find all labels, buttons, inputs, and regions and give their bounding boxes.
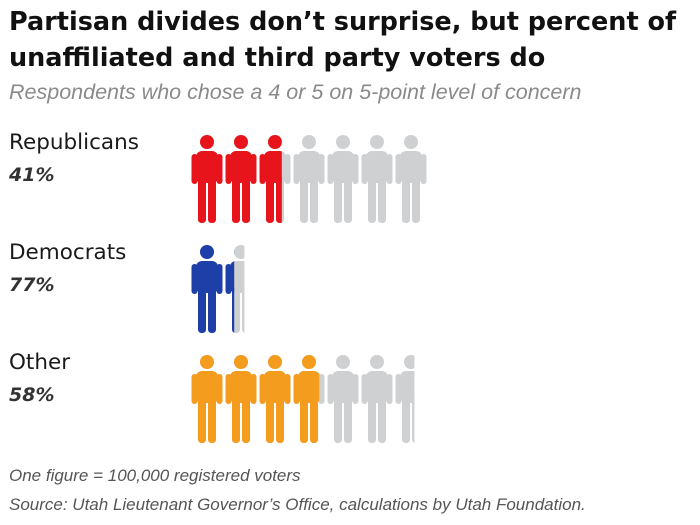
source-note: Source: Utah Lieutenant Governor’s Offic… [9,495,586,514]
pictogram-other [191,355,415,443]
person-icon-empty [293,135,325,223]
person-icon-empty [361,355,393,443]
person-icon-empty [395,135,427,223]
unit-note: One figure = 100,000 registered voters [9,466,301,485]
person-icon-filled [225,135,257,223]
group-percent-republicans: 41% [9,164,55,186]
chart-title: Partisan divides don’t surprise, but per… [9,7,677,73]
chart-subtitle: Respondents who chose a 4 or 5 on 5-poin… [9,80,582,104]
person-icon-filled [225,250,235,333]
group-label-democrats: Democrats [9,240,127,265]
person-icon-empty [327,355,359,443]
pictogram-republicans [191,135,427,223]
person-icon-filled [225,355,257,443]
person-icon-filled [293,355,320,443]
group-percent-democrats: 77% [9,274,55,296]
person-icon-filled [259,355,291,443]
person-icon-filled [191,355,223,443]
group-label-republicans: Republicans [9,130,139,155]
person-icon-filled [191,245,223,333]
group-percent-other: 58% [9,384,55,406]
group-label-other: Other [9,350,71,375]
person-icon-empty [327,135,359,223]
person-icon-filled [259,135,282,223]
person-icon-filled [191,135,223,223]
person-icon-empty [395,355,415,443]
person-icon-empty [361,135,393,223]
pictogram-democrats [191,245,245,333]
